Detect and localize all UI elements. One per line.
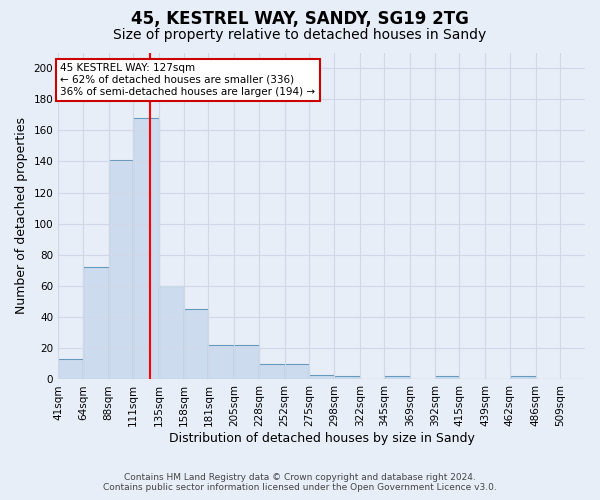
Bar (510, 376, 536, 380)
Bar (284, 364, 309, 380)
Bar (133, 118, 159, 380)
Bar (309, 375, 334, 380)
Y-axis label: Number of detached properties: Number of detached properties (15, 118, 28, 314)
Bar (234, 345, 259, 380)
Bar (83, 268, 109, 380)
Bar (58, 359, 83, 380)
Bar (184, 310, 208, 380)
Bar (334, 376, 359, 380)
Text: 45 KESTREL WAY: 127sqm
← 62% of detached houses are smaller (336)
36% of semi-de: 45 KESTREL WAY: 127sqm ← 62% of detached… (61, 64, 316, 96)
Bar (259, 364, 284, 380)
Bar (159, 286, 184, 380)
Bar (109, 160, 133, 380)
Text: Size of property relative to detached houses in Sandy: Size of property relative to detached ho… (113, 28, 487, 42)
Bar (208, 345, 234, 380)
Bar (435, 376, 460, 380)
Bar (385, 376, 410, 380)
Text: Contains HM Land Registry data © Crown copyright and database right 2024.
Contai: Contains HM Land Registry data © Crown c… (103, 473, 497, 492)
Text: 45, KESTREL WAY, SANDY, SG19 2TG: 45, KESTREL WAY, SANDY, SG19 2TG (131, 10, 469, 28)
X-axis label: Distribution of detached houses by size in Sandy: Distribution of detached houses by size … (169, 432, 475, 445)
